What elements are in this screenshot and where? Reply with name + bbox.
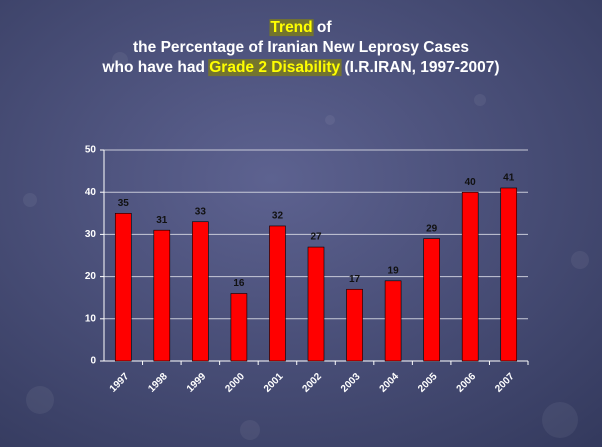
bar [269, 225, 286, 362]
bar [384, 280, 402, 362]
value-label: 27 [310, 232, 322, 243]
bar [230, 293, 248, 362]
y-tick-label: 40 [85, 187, 97, 198]
title-line: Trend of [270, 19, 332, 36]
bar [114, 213, 132, 362]
bar [500, 187, 518, 362]
value-label: 40 [465, 177, 477, 188]
title-segment: (I.R.IRAN, 1997-2007) [340, 59, 499, 76]
decor [23, 52, 589, 440]
title: Trend of the Percentage of Iranian New Le… [101, 19, 500, 77]
value-label: 32 [272, 211, 284, 222]
y-tick-label: 0 [90, 356, 96, 367]
title-segment: Grade 2 Disability [209, 59, 340, 76]
bar [423, 238, 440, 362]
title-segment: Trend [270, 19, 312, 36]
value-label: 41 [503, 173, 515, 184]
bar [153, 229, 171, 362]
value-label: 17 [349, 274, 361, 285]
value-label: 35 [118, 198, 130, 209]
title-segment: who have had [101, 59, 209, 76]
value-label: 33 [195, 206, 207, 217]
bar [346, 288, 363, 362]
value-label: 29 [426, 223, 438, 234]
y-tick-label: 50 [85, 145, 97, 156]
title-highlight [208, 59, 342, 77]
title-line: the Percentage of Iranian New Leprosy Ca… [133, 39, 469, 56]
y-tick-label: 20 [85, 271, 97, 282]
bar [192, 221, 209, 362]
bar [461, 191, 479, 362]
y-tick-label: 10 [85, 313, 97, 324]
title-segment: of [313, 19, 333, 36]
value-label: 19 [388, 265, 400, 276]
bar [307, 246, 325, 362]
title-line: who have had Grade 2 Disability (I.R.IRA… [101, 59, 499, 76]
title-highlight [269, 19, 314, 37]
value-label: 31 [156, 215, 168, 226]
value-label: 16 [233, 278, 245, 289]
title-segment: the Percentage of Iranian New Leprosy Ca… [133, 39, 469, 56]
y-tick-label: 30 [85, 229, 97, 240]
